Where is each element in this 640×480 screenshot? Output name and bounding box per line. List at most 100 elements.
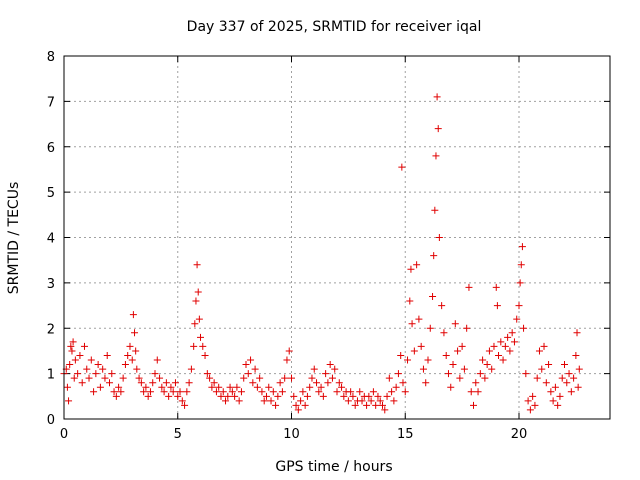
data-point [237, 388, 245, 396]
data-point [501, 342, 509, 350]
data-point [162, 379, 170, 387]
data-point [483, 361, 491, 369]
chart-title: Day 337 of 2025, SRMTID for receiver iqa… [187, 19, 482, 35]
data-point [191, 320, 199, 328]
data-point [265, 383, 273, 391]
data-point [235, 397, 243, 405]
data-point [258, 388, 266, 396]
axis-ticks: 0 1 2 3 4 5 6 7 8 0 5 10 15 20 [47, 50, 610, 442]
data-point [306, 383, 314, 391]
data-point [488, 365, 496, 373]
data-point [533, 374, 541, 382]
data-point [369, 388, 377, 396]
data-point [456, 374, 464, 382]
data-point [540, 342, 548, 350]
data-point [71, 356, 79, 364]
data-point [281, 374, 289, 382]
data-point [146, 388, 154, 396]
data-point [575, 365, 583, 373]
data-point [285, 347, 293, 355]
data-point [415, 315, 423, 323]
y-tick-label: 2 [47, 322, 55, 337]
data-point [493, 302, 501, 310]
data-point [451, 320, 459, 328]
data-point [129, 311, 137, 319]
data-point [269, 388, 277, 396]
data-point [322, 370, 330, 378]
data-point [426, 324, 434, 332]
data-point [181, 401, 189, 409]
y-tick-label: 1 [47, 368, 55, 383]
data-point [481, 374, 489, 382]
data-point [538, 365, 546, 373]
data-point [178, 397, 186, 405]
data-point [447, 383, 455, 391]
data-point [349, 392, 357, 400]
data-point [244, 370, 252, 378]
data-point [67, 342, 75, 350]
x-tick-label: 0 [60, 427, 68, 442]
data-point [492, 283, 500, 291]
data-point [433, 93, 441, 101]
data-point [513, 315, 521, 323]
data-point [197, 333, 204, 341]
data-point [70, 374, 78, 382]
data-point [78, 379, 86, 387]
data-point [276, 379, 284, 387]
data-point [124, 351, 132, 359]
data-point [222, 397, 230, 405]
data-point [413, 261, 421, 269]
data-point [379, 401, 386, 409]
data-point [344, 397, 352, 405]
data-point [299, 388, 307, 396]
data-point [90, 388, 98, 396]
data-point [121, 361, 129, 369]
data-point [112, 392, 120, 400]
data-point [572, 351, 580, 359]
data-point [149, 379, 157, 387]
data-point [424, 356, 432, 364]
data-point [137, 379, 145, 387]
data-point [363, 401, 371, 409]
data-point [156, 374, 164, 382]
data-point [399, 379, 407, 387]
data-point [294, 406, 302, 414]
data-point [556, 392, 564, 400]
data-point [226, 383, 234, 391]
data-point [283, 356, 291, 364]
data-point [535, 347, 543, 355]
data-point [262, 392, 270, 400]
data-point [497, 338, 505, 346]
data-point [570, 374, 578, 382]
data-point [408, 320, 416, 328]
data-point [292, 401, 300, 409]
data-point [444, 370, 452, 378]
data-point [65, 397, 73, 405]
data-point [160, 388, 168, 396]
data-point [174, 392, 182, 400]
x-tick-label: 20 [511, 427, 528, 442]
data-point [388, 388, 396, 396]
y-tick-label: 6 [47, 141, 55, 156]
data-point [274, 392, 282, 400]
y-tick-label: 3 [47, 277, 55, 292]
data-point [516, 279, 524, 287]
data-point [176, 388, 184, 396]
data-point [376, 397, 384, 405]
data-point [165, 392, 173, 400]
data-point [542, 379, 550, 387]
data-point [193, 261, 201, 269]
data-point [434, 125, 442, 133]
data-point [231, 392, 239, 400]
data-point [520, 324, 528, 332]
data-point [80, 342, 88, 350]
data-point [215, 383, 223, 391]
data-point [574, 383, 582, 391]
data-point [458, 342, 466, 350]
data-point [338, 383, 346, 391]
data-point [549, 397, 557, 405]
data-point [465, 283, 473, 291]
data-point [140, 388, 148, 396]
data-point [449, 361, 457, 369]
data-point [74, 370, 82, 378]
